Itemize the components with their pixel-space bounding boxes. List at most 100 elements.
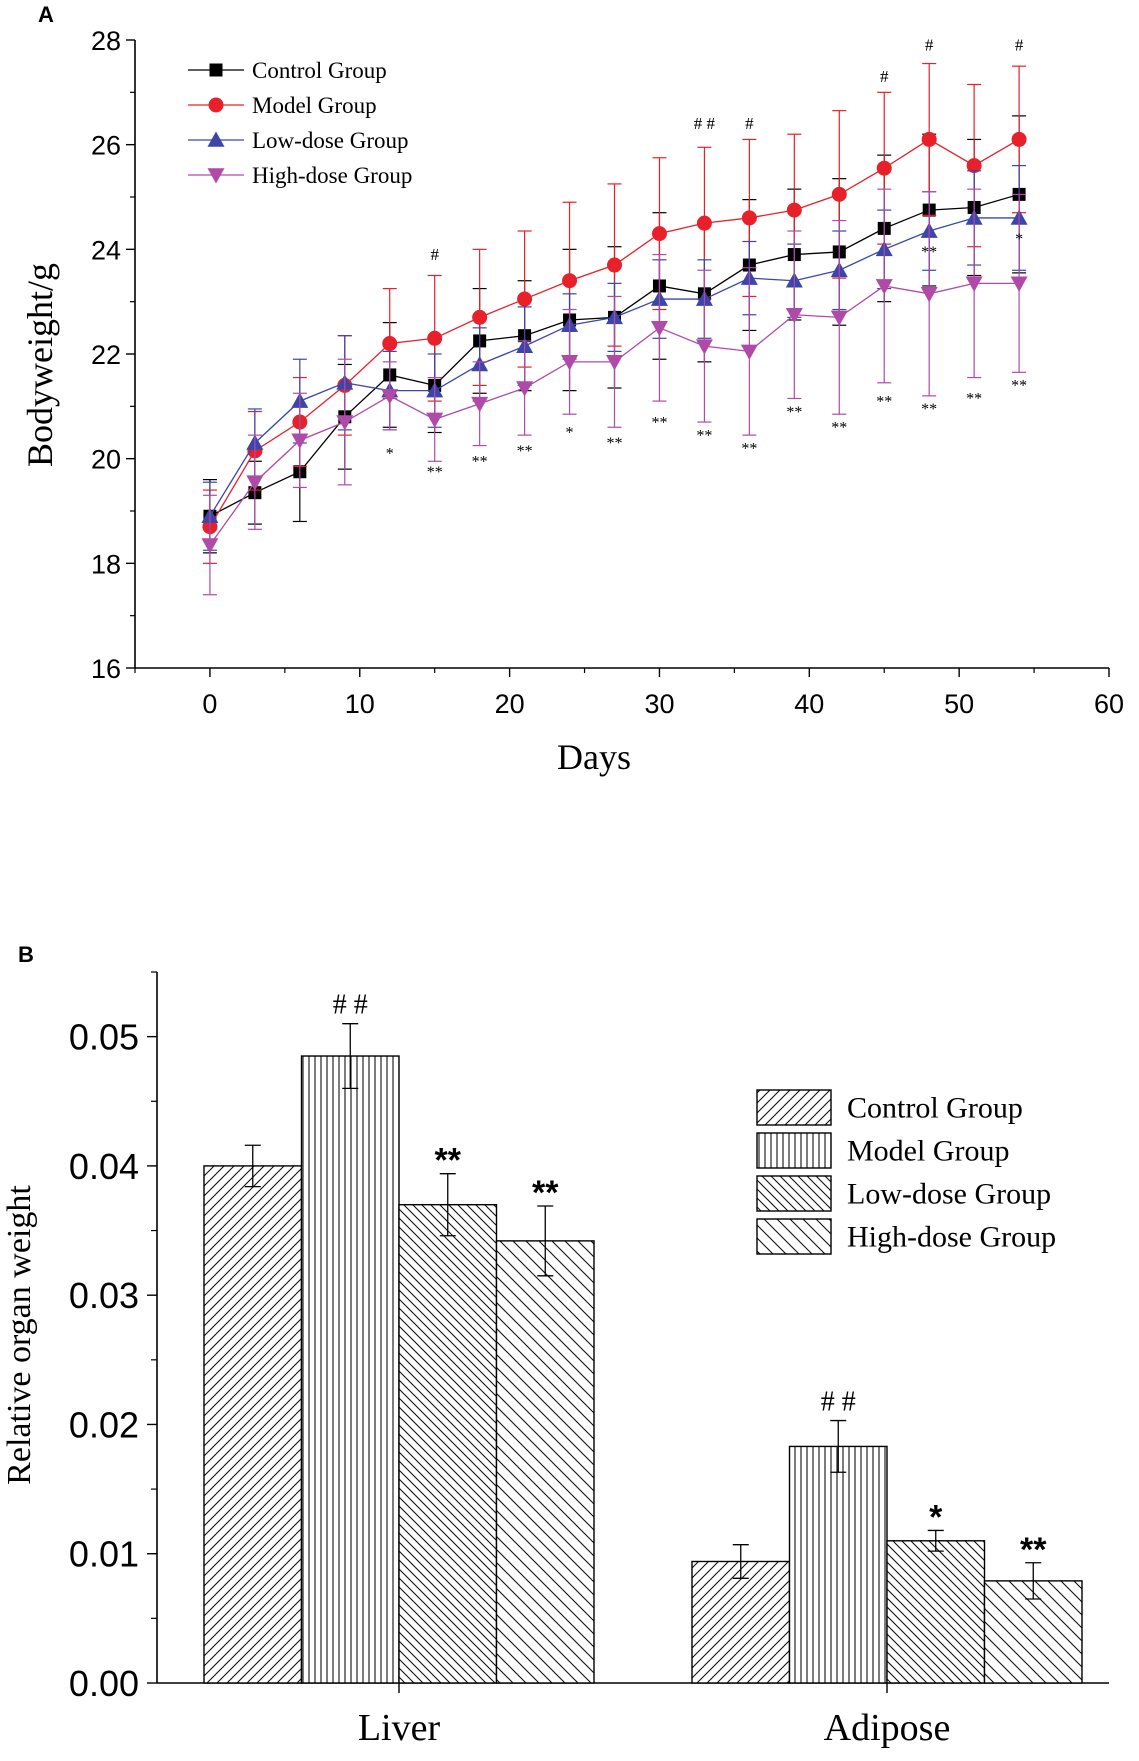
legend-marker <box>207 168 225 184</box>
panel-b-y-tick-label: 0.03 <box>69 1275 139 1316</box>
data-point <box>696 215 712 231</box>
significance-star: ** <box>786 404 802 421</box>
data-point <box>562 273 578 289</box>
significance-hash: # <box>880 67 889 86</box>
data-point <box>965 276 983 292</box>
significance-star: ** <box>696 427 712 444</box>
data-point <box>201 538 219 554</box>
panel-b-category-label: Liver <box>358 1707 441 1749</box>
significance-star: * <box>1015 231 1023 248</box>
legend-label: Low-dose Group <box>847 1178 1051 1211</box>
panel-a-x-tick-label: 20 <box>495 689 525 719</box>
panel-a-x-tick-label: 40 <box>794 689 824 719</box>
significance-star: ** <box>966 391 982 408</box>
panel-a-x-tick-label: 0 <box>202 689 217 719</box>
panel-a-axes: 16 18 20 22 24 26 28 0 10 20 30 40 50 60 <box>91 26 1124 719</box>
data-point <box>381 389 399 405</box>
significance-star: ** <box>741 440 757 457</box>
series-high-dose-group <box>201 188 1028 596</box>
significance-hash: # <box>1015 35 1024 54</box>
significance-star: ** <box>532 1174 559 1212</box>
significance-star: ** <box>1020 1531 1047 1569</box>
panel-a-annotations: ## # ### #************************* ****** <box>386 35 1027 481</box>
panel-b-legend: Control Group Model Group Low-dose Group Hi… <box>756 1089 1056 1255</box>
data-point <box>966 158 982 174</box>
significance-star: ** <box>427 464 443 481</box>
data-point <box>246 475 264 491</box>
data-point <box>516 381 534 397</box>
data-point <box>650 321 668 337</box>
data-point <box>382 336 398 352</box>
data-point <box>426 412 444 428</box>
data-point <box>607 257 623 273</box>
significance-star: * <box>929 1498 943 1536</box>
legend-swatch <box>756 1218 832 1255</box>
data-point <box>1010 276 1028 292</box>
bar-control-group <box>203 1165 303 1684</box>
panel-a-series <box>201 62 1028 596</box>
legend-marker <box>209 63 223 77</box>
significance-star: ** <box>607 435 623 452</box>
data-point <box>740 344 758 360</box>
legend-label: Model Group <box>252 93 377 118</box>
data-point <box>1011 131 1027 147</box>
data-point <box>876 160 892 176</box>
legend-label: Model Group <box>847 1135 1009 1168</box>
bar-low-dose-group <box>398 1203 498 1684</box>
significance-star: ** <box>921 401 937 418</box>
significance-hash: # <box>430 245 439 264</box>
data-point <box>336 415 354 431</box>
significance-star: ** <box>921 244 937 261</box>
legend-label: Control Group <box>252 58 387 83</box>
significance-hash: # # <box>333 990 368 1021</box>
bar-model-group <box>300 1055 400 1684</box>
legend-label: Low-dose Group <box>252 128 409 153</box>
data-point <box>561 355 579 371</box>
legend-marker <box>208 97 224 113</box>
significance-hash: # <box>925 35 934 54</box>
bar-high-dose-group <box>495 1240 595 1684</box>
panel-b-y-tick-label: 0.01 <box>69 1534 139 1575</box>
legend-label: High-dose Group <box>847 1221 1056 1254</box>
significance-star: ** <box>472 454 488 471</box>
legend-marker <box>207 131 225 147</box>
panel-b-y-tick-label: 0.04 <box>69 1146 139 1187</box>
legend-swatch <box>756 1089 832 1126</box>
legend-label: Control Group <box>847 1092 1023 1125</box>
significance-star: ** <box>517 443 533 460</box>
legend-swatch <box>756 1132 832 1169</box>
data-point <box>785 307 803 324</box>
panel-a-x-tick-label: 60 <box>1094 689 1124 719</box>
data-point <box>606 355 624 371</box>
data-point <box>786 202 802 218</box>
panel-a-y-axis-label: Bodyweight/g <box>20 263 60 467</box>
significance-star: * <box>386 446 394 463</box>
significance-hash: # <box>745 114 754 133</box>
panel-a-legend: Control Group Model Group Low-dose Group Hi… <box>188 58 412 188</box>
data-point <box>291 433 309 449</box>
panel-b-y-tick-label: 0.00 <box>69 1663 139 1704</box>
data-point <box>830 310 848 326</box>
panel-b-bars <box>203 1023 1083 1684</box>
data-point <box>741 210 757 226</box>
panel-a-y-tick-label: 16 <box>91 654 121 684</box>
panel-a-y-tick-label: 18 <box>91 549 121 579</box>
significance-hash: # # <box>821 1387 856 1418</box>
panel-b-bar-chart: 0.00 0.01 0.02 0.03 0.04 0.05 Liver Adipose # #… <box>1 971 1109 1749</box>
panel-a-y-tick-label: 20 <box>91 445 121 475</box>
significance-star: ** <box>435 1142 462 1180</box>
data-point <box>472 309 488 325</box>
significance-star: ** <box>1011 378 1027 395</box>
significance-star: ** <box>876 393 892 410</box>
data-point <box>875 279 893 295</box>
data-point <box>921 131 937 147</box>
data-point <box>517 291 533 307</box>
bar-model-group <box>788 1445 888 1684</box>
panel-b-category-label: Adipose <box>824 1707 951 1749</box>
panel-b-y-tick-label: 0.05 <box>69 1017 139 1058</box>
bar-control-group <box>691 1560 791 1684</box>
panel-a-x-tick-label: 10 <box>345 689 375 719</box>
panel-a-y-tick-label: 22 <box>91 340 121 370</box>
data-point <box>920 287 938 303</box>
